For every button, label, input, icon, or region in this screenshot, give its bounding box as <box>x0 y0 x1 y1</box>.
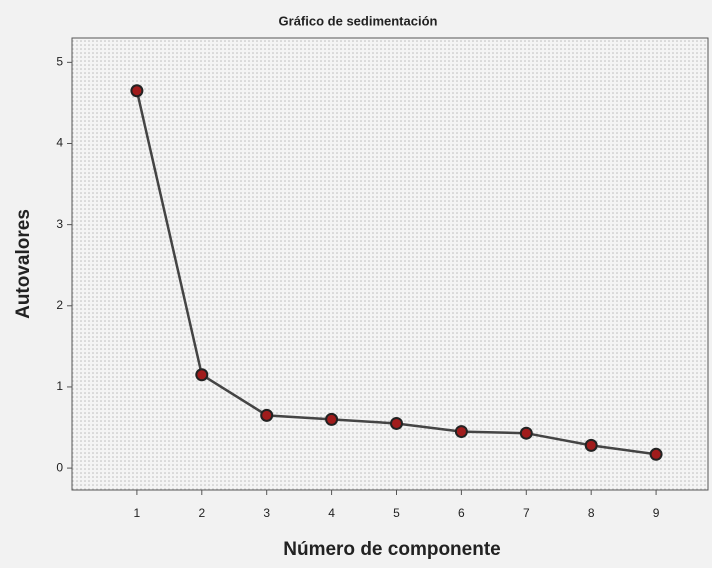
x-tick-label: 5 <box>393 506 400 520</box>
data-point <box>519 426 533 440</box>
y-axis-title: Autovalores <box>13 209 34 319</box>
data-point <box>649 447 663 461</box>
y-tick-label: 5 <box>56 55 63 69</box>
data-point <box>584 438 598 452</box>
data-point <box>260 408 274 422</box>
x-tick-label: 8 <box>588 506 595 520</box>
x-tick-label: 1 <box>134 506 141 520</box>
data-point <box>130 84 144 98</box>
x-tick-label: 2 <box>198 506 205 520</box>
y-tick-label: 1 <box>56 379 63 393</box>
x-tick-label: 9 <box>653 506 660 520</box>
x-tick-label: 3 <box>263 506 270 520</box>
chart-title: Gráfico de sedimentación <box>279 13 438 28</box>
data-point <box>389 416 403 430</box>
x-tick-label: 4 <box>328 506 335 520</box>
plot-area <box>71 37 709 491</box>
x-axis-title: Número de componente <box>283 539 500 560</box>
x-tick-label: 7 <box>523 506 530 520</box>
y-tick-label: 2 <box>56 298 63 312</box>
data-point <box>325 412 339 426</box>
data-point <box>454 425 468 439</box>
y-tick-label: 0 <box>56 460 63 474</box>
y-tick-label: 4 <box>56 136 63 150</box>
y-tick-label: 3 <box>56 217 63 231</box>
data-point <box>195 368 209 382</box>
x-tick-label: 6 <box>458 506 465 520</box>
